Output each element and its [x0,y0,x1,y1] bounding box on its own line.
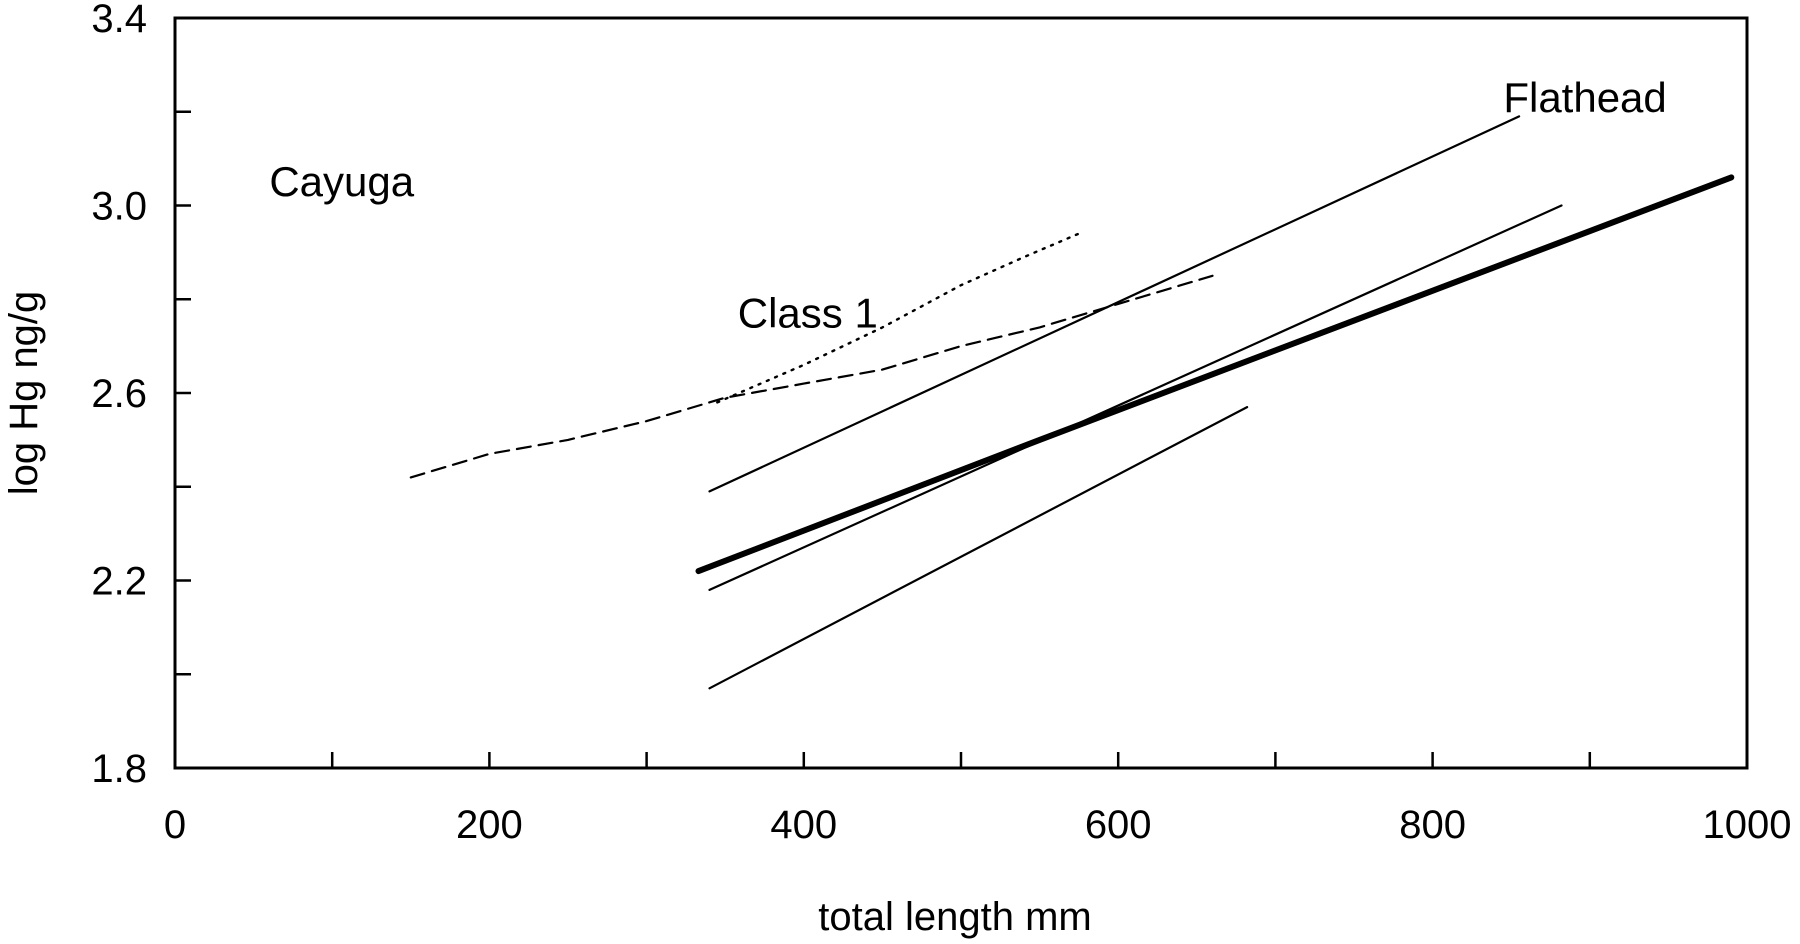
plot-frame [173,16,1749,770]
series-lines [409,115,1735,690]
series-line-moosehead [716,232,1081,404]
series-line-flathead [695,174,1735,575]
y-tick-label: 1.8 [91,747,147,791]
series-line-class-3 [708,115,1521,493]
x-tick-label: 400 [770,803,837,847]
y-tick-label: 2.6 [91,372,147,416]
series-label-cayuga: Cayuga [269,158,414,205]
x-tick-label: 600 [1085,803,1152,847]
series-line-cayuga [409,274,1214,479]
series-line-class-2 [708,204,1563,592]
series-labels: Class 3Class 2FlatheadClass 1MooseheadCa… [269,0,1666,336]
y-tick-label: 2.2 [91,560,147,604]
axis-tick-labels: 0 200 400 600 800 1000 1.8 2.2 2.6 3.0 3.4 [91,0,1791,847]
x-tick-label: 800 [1399,803,1466,847]
x-tick-label: 1000 [1703,803,1792,847]
axis-ticks [175,110,1592,768]
y-tick-label: 3.0 [91,185,147,229]
series-label-flathead: Flathead [1503,74,1666,121]
y-tick-label: 3.4 [91,0,147,41]
y-axis-title: log Hg ng/g [2,291,46,496]
series-label-class-1: Class 1 [738,289,878,336]
series-label-moosehead: Moosehead [801,0,1021,4]
x-tick-label: 200 [456,803,523,847]
x-tick-label: 0 [164,803,186,847]
x-axis-title: total length mm [818,895,1091,939]
series-line-class-1 [708,406,1249,690]
